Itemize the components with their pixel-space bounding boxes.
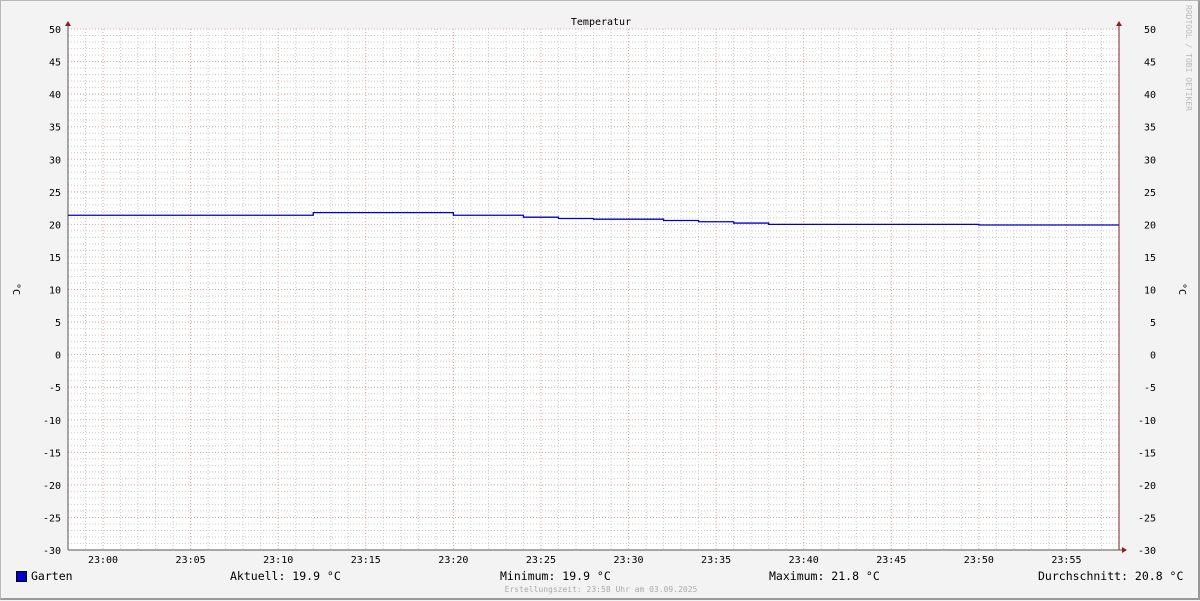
legend-swatch-garten (16, 571, 27, 582)
x-tick-label: 23:20 (438, 555, 468, 566)
y-tick-label-left: 50 (49, 25, 61, 36)
y-axis-label-right: °C (1176, 283, 1187, 295)
x-tick-label: 23:55 (1051, 555, 1081, 566)
x-axis-arrow (1122, 547, 1127, 553)
y-axis-arrow-left (65, 21, 71, 26)
y-tick-label-left: -30 (43, 546, 61, 557)
x-tick-label: 23:35 (701, 555, 731, 566)
legend-aktuell: Aktuell: 19.9 °C (230, 569, 341, 583)
y-tick-label-left: 15 (49, 253, 61, 264)
rrdtool-watermark: RRDTOOL / TOBI OETIKER (1184, 5, 1193, 111)
y-tick-label-right: 45 (1144, 58, 1156, 69)
x-tick-label: 23:15 (351, 555, 381, 566)
y-axis-label-left: °C (10, 283, 21, 295)
y-tick-label-right: 40 (1144, 90, 1156, 101)
x-tick-label: 23:00 (88, 555, 118, 566)
x-tick-label: 23:30 (613, 555, 643, 566)
y-tick-label-left: -10 (43, 416, 61, 427)
y-tick-label-left: 0 (55, 351, 61, 362)
y-tick-label-left: 40 (49, 90, 61, 101)
y-tick-label-right: -15 (1138, 448, 1156, 459)
y-tick-label-left: -25 (43, 513, 61, 524)
y-tick-label-right: -30 (1138, 546, 1156, 557)
y-tick-label-left: -20 (43, 481, 61, 492)
y-tick-label-left: 20 (49, 220, 61, 231)
chart-title: Temperatur (571, 17, 631, 28)
x-tick-label: 23:40 (789, 555, 819, 566)
y-tick-label-right: -20 (1138, 481, 1156, 492)
y-tick-label-left: 45 (49, 58, 61, 69)
y-tick-label-right: 5 (1150, 318, 1156, 329)
y-tick-label-left: 30 (49, 155, 61, 166)
y-tick-label-right: -10 (1138, 416, 1156, 427)
y-tick-label-right: 0 (1150, 351, 1156, 362)
y-tick-label-left: 5 (55, 318, 61, 329)
legend-maximum: Maximum: 21.8 °C (769, 569, 880, 583)
y-tick-label-right: -5 (1144, 383, 1156, 394)
creation-time-credit: Erstellungszeit: 23:58 Uhr am 03.09.2025 (504, 585, 698, 594)
y-tick-label-left: 10 (49, 286, 61, 297)
y-tick-label-right: 35 (1144, 123, 1156, 134)
y-tick-label-right: 50 (1144, 25, 1156, 36)
y-tick-label-right: 10 (1144, 286, 1156, 297)
x-tick-label: 23:25 (526, 555, 556, 566)
y-tick-label-right: 15 (1144, 253, 1156, 264)
y-axis-arrow-right (1116, 21, 1122, 26)
legend-minimum: Minimum: 19.9 °C (500, 569, 611, 583)
x-tick-label: 23:45 (876, 555, 906, 566)
y-tick-label-right: 20 (1144, 220, 1156, 231)
y-tick-label-left: 25 (49, 188, 61, 199)
x-tick-label: 23:50 (964, 555, 994, 566)
y-tick-label-left: -15 (43, 448, 61, 459)
legend-series-name: Garten (31, 569, 73, 583)
series-line-garten (68, 212, 1119, 226)
y-tick-label-left: 35 (49, 123, 61, 134)
x-tick-label: 23:05 (176, 555, 206, 566)
y-tick-label-right: -25 (1138, 513, 1156, 524)
y-tick-label-right: 25 (1144, 188, 1156, 199)
legend-durchschnitt: Durchschnitt: 20.8 °C (1038, 569, 1184, 583)
y-tick-label-right: 30 (1144, 155, 1156, 166)
y-tick-label-left: -5 (49, 383, 61, 394)
x-tick-label: 23:10 (263, 555, 293, 566)
